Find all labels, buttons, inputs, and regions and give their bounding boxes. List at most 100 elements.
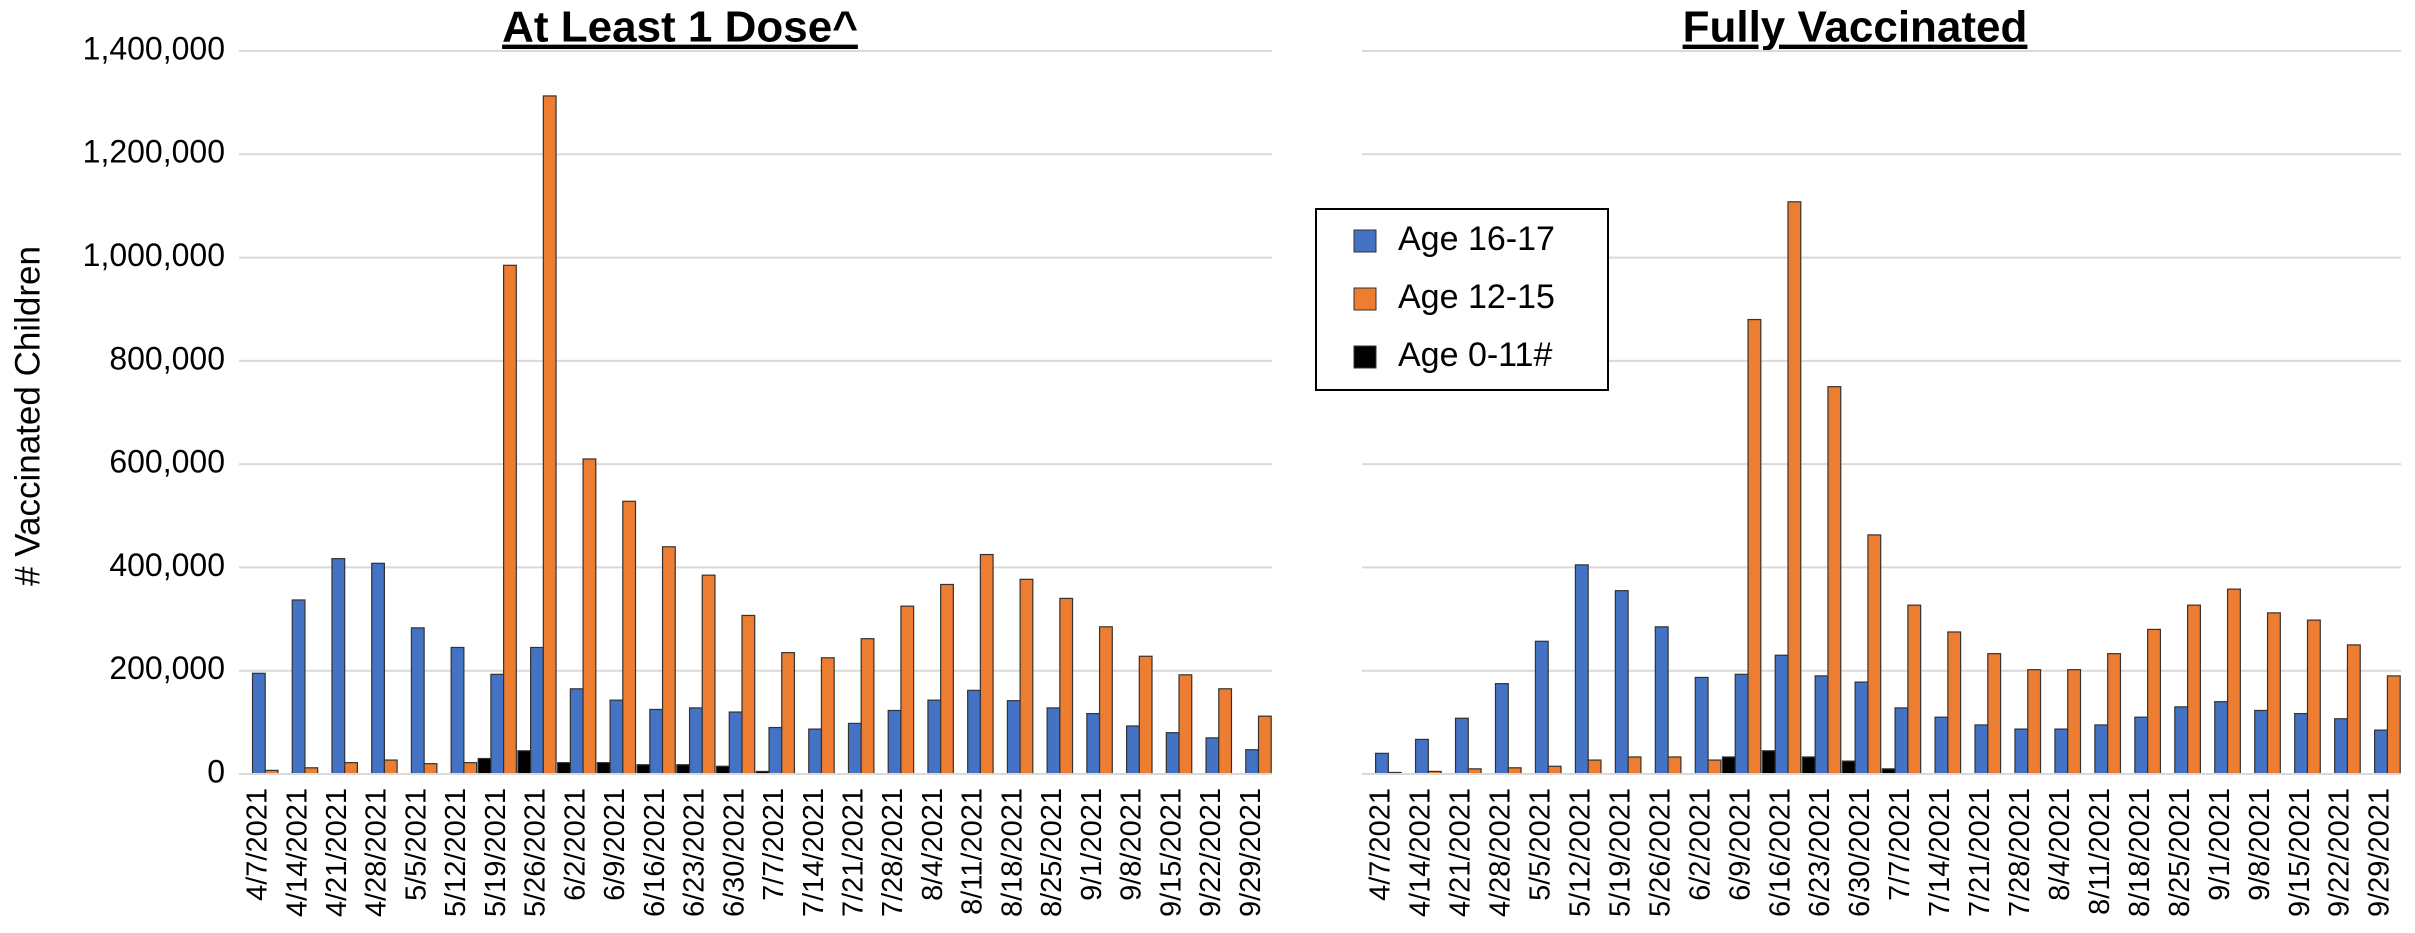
bar: [2107, 653, 2122, 775]
bar: [2266, 612, 2281, 775]
x-tick-label: 6/2/2021: [559, 788, 591, 901]
bar: [1894, 707, 1909, 775]
bar: [2374, 729, 2389, 775]
bar: [1534, 640, 1549, 775]
bar: [1614, 590, 1629, 775]
x-tick-label: 9/15/2021: [2284, 788, 2316, 917]
x-tick-label: 9/29/2021: [2364, 788, 2396, 917]
bar: [1867, 534, 1882, 775]
bar: [701, 574, 716, 775]
x-tick-label: 8/18/2021: [996, 788, 1028, 917]
bar: [940, 583, 954, 775]
bar: [1414, 738, 1429, 775]
bar: [927, 699, 942, 775]
bar: [741, 614, 756, 775]
bar: [1761, 750, 1776, 775]
bar: [517, 750, 532, 775]
bar: [1178, 674, 1193, 775]
legend-swatch: [1353, 345, 1377, 369]
bar: [1974, 724, 1989, 775]
x-tick-label: 8/18/2021: [2124, 788, 2156, 917]
bar: [1086, 712, 1101, 775]
bar: [1907, 604, 1922, 775]
bar: [2187, 604, 2201, 775]
legend-label: Age 12-15: [1398, 278, 1555, 316]
x-tick-label: 5/5/2021: [400, 788, 432, 901]
x-tick-label: 4/7/2021: [242, 788, 274, 901]
x-tick-label: 8/25/2021: [2164, 788, 2196, 917]
x-tick-label: 5/26/2021: [1644, 788, 1676, 917]
x-tick-label: 6/23/2021: [679, 788, 711, 917]
x-tick-label: 6/23/2021: [1804, 788, 1836, 917]
bar: [649, 708, 664, 775]
x-tick-label: 5/26/2021: [520, 788, 552, 917]
bar: [1827, 386, 1842, 775]
bar: [2094, 724, 2109, 775]
x-tick-label: 6/9/2021: [599, 788, 631, 901]
bar: [967, 689, 981, 775]
y-axis-label: # Vaccinated Children: [8, 246, 47, 586]
x-tick-label: 9/1/2021: [1076, 788, 1108, 901]
x-tick-label: 8/11/2021: [2084, 788, 2116, 915]
bar: [979, 553, 994, 775]
bar: [1245, 749, 1260, 775]
bar: [847, 722, 862, 775]
bar: [1547, 765, 1562, 775]
bar: [569, 688, 584, 775]
x-tick-label: 9/29/2021: [1235, 788, 1267, 917]
bar: [1721, 756, 1736, 775]
bar: [450, 646, 465, 775]
bar: [728, 711, 743, 775]
bar: [1694, 676, 1709, 775]
x-tick-label: 6/9/2021: [1724, 788, 1756, 901]
x-tick-label: 5/19/2021: [480, 788, 512, 917]
bar: [2174, 706, 2189, 775]
x-tick-label: 4/14/2021: [281, 788, 313, 917]
y-tick-label: 200,000: [109, 650, 225, 686]
bar: [860, 638, 875, 775]
x-tick-label: 6/16/2021: [1764, 788, 1796, 917]
bar: [1654, 626, 1669, 775]
chart-title: At Least 1 Dose^: [502, 3, 858, 52]
x-tick-label: 7/14/2021: [798, 788, 830, 917]
x-tick-label: 4/7/2021: [1365, 788, 1397, 901]
bar: [291, 599, 306, 775]
bar: [2147, 628, 2162, 775]
bar: [1574, 564, 1589, 775]
bar: [383, 759, 398, 775]
x-tick-label: 8/11/2021: [957, 788, 989, 915]
x-tick-label: 6/30/2021: [718, 788, 750, 917]
bar: [2334, 718, 2349, 775]
bar: [1627, 756, 1642, 775]
y-tick-label: 1,000,000: [83, 237, 225, 273]
bar: [1587, 759, 1602, 775]
x-tick-label: 4/21/2021: [321, 788, 353, 917]
bar: [596, 762, 611, 775]
bar: [2306, 619, 2321, 775]
bar: [2014, 728, 2029, 775]
x-tick-label: 9/15/2021: [1155, 788, 1187, 917]
x-tick-label: 7/21/2021: [837, 788, 869, 917]
bar: [490, 673, 505, 775]
bar: [503, 264, 517, 775]
bar: [1854, 681, 1869, 775]
x-tick-label: 8/4/2021: [917, 788, 949, 901]
bar: [1165, 732, 1180, 775]
x-tick-label: 9/8/2021: [1116, 788, 1148, 901]
x-tick-label: 5/12/2021: [440, 788, 472, 917]
bar: [1747, 318, 1762, 775]
bar: [609, 699, 624, 775]
bar: [1046, 707, 1061, 775]
legend-swatch: [1353, 287, 1377, 311]
bar: [331, 558, 346, 775]
bar: [1934, 716, 1949, 775]
bar: [557, 762, 571, 775]
bar: [1374, 752, 1389, 775]
y-tick-label: 600,000: [109, 444, 225, 480]
bar: [900, 605, 915, 775]
y-tick-label: 400,000: [109, 547, 225, 583]
x-tick-label: 7/21/2021: [1964, 788, 1996, 917]
bar: [1494, 683, 1509, 775]
bar: [2226, 588, 2241, 775]
